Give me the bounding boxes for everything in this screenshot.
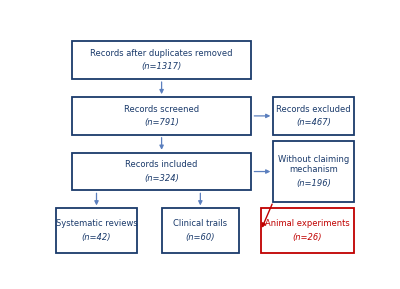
- FancyBboxPatch shape: [72, 153, 252, 190]
- Text: Records included: Records included: [126, 160, 198, 169]
- Text: Records after duplicates removed: Records after duplicates removed: [90, 49, 233, 58]
- FancyBboxPatch shape: [56, 208, 137, 253]
- Text: (n=60): (n=60): [186, 233, 215, 242]
- Text: Systematic reviews: Systematic reviews: [56, 219, 137, 228]
- Text: Without claiming: Without claiming: [278, 155, 349, 164]
- Text: (n=324): (n=324): [144, 174, 179, 183]
- FancyBboxPatch shape: [72, 97, 252, 135]
- Text: (n=467): (n=467): [296, 118, 331, 127]
- Text: Records screened: Records screened: [124, 105, 199, 114]
- Text: (n=196): (n=196): [296, 179, 331, 188]
- FancyBboxPatch shape: [162, 208, 239, 253]
- FancyBboxPatch shape: [72, 41, 252, 79]
- FancyBboxPatch shape: [261, 208, 354, 253]
- Text: mechanism: mechanism: [289, 165, 338, 174]
- Text: Records excluded: Records excluded: [276, 105, 351, 114]
- Text: (n=791): (n=791): [144, 118, 179, 127]
- Text: Clinical trails: Clinical trails: [173, 219, 228, 228]
- Text: (n=42): (n=42): [82, 233, 111, 242]
- Text: (n=26): (n=26): [292, 233, 322, 242]
- Text: (n=1317): (n=1317): [142, 62, 182, 71]
- FancyBboxPatch shape: [273, 142, 354, 202]
- Text: Animal experiments: Animal experiments: [265, 219, 350, 228]
- FancyBboxPatch shape: [273, 97, 354, 135]
